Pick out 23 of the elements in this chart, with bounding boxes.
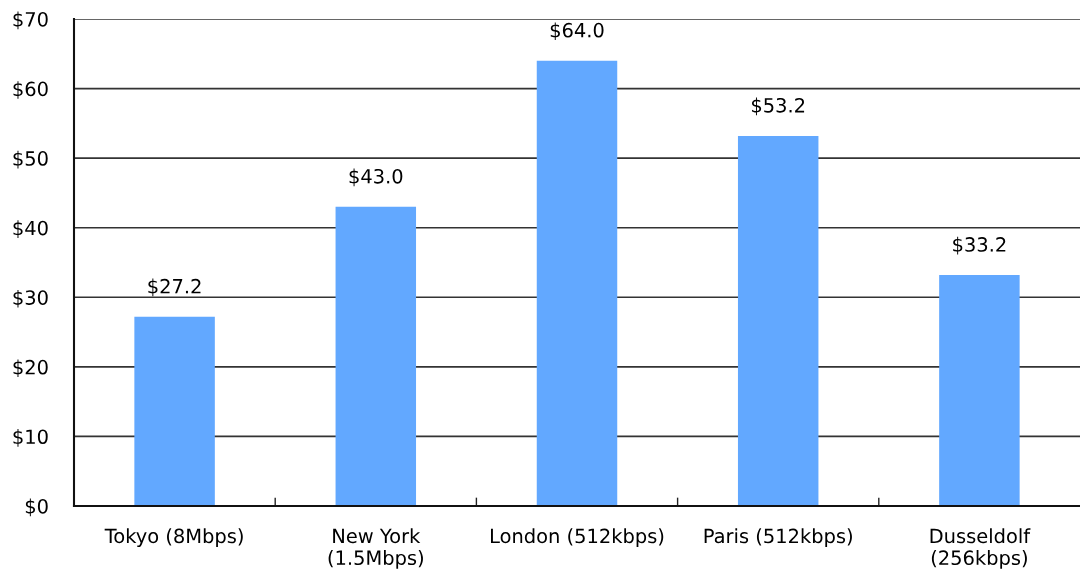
bar — [737, 135, 819, 506]
bar — [335, 206, 417, 506]
y-tick-label: $40 — [13, 220, 48, 238]
data-label: $43.0 — [349, 168, 403, 187]
data-label: $33.2 — [953, 236, 1006, 255]
data-label: $64.0 — [550, 22, 604, 41]
x-tick-label: London (512kbps) — [491, 528, 664, 548]
y-tick-label: $60 — [13, 81, 48, 99]
data-label: $53.2 — [751, 97, 805, 116]
y-tick-label: $30 — [13, 289, 48, 308]
y-tick-label: $10 — [13, 429, 48, 447]
x-tick-label: Paris (512kbps) — [704, 528, 852, 548]
bar — [134, 316, 215, 506]
y-tick-label: $0 — [25, 498, 48, 517]
x-tick-label: Dusseldolf (256kbps) — [930, 528, 1031, 569]
x-tick-label: New York (1.5Mbps) — [328, 528, 423, 569]
y-tick-label: $20 — [13, 359, 48, 378]
y-tick-label: $50 — [13, 150, 48, 169]
data-label: $27.2 — [148, 278, 201, 297]
bar — [536, 60, 618, 506]
x-tick-label: Tokyo (8Mbps) — [104, 528, 243, 548]
y-tick-label: $70 — [13, 11, 48, 30]
bar — [939, 275, 1020, 506]
